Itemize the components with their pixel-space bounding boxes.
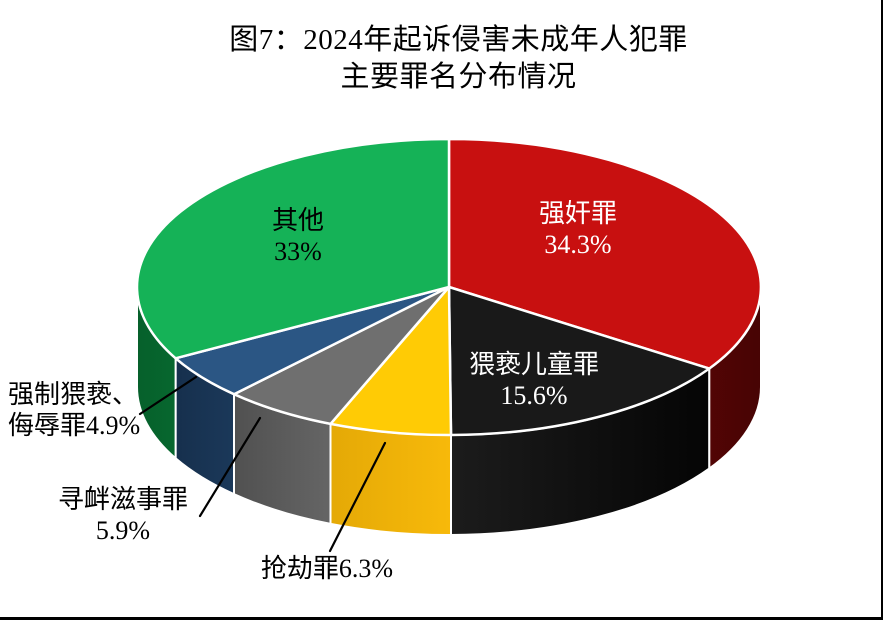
slice-label-child-molestation-name: 猥亵儿童罪 xyxy=(468,350,599,379)
slice-label-other-name: 其他 xyxy=(271,206,324,235)
chart-title-line1: 图7：2024年起诉侵害未成年人犯罪 xyxy=(229,24,688,56)
slice-label-picking-quarrels-percent: 5.9% xyxy=(95,516,151,545)
leader-line-1 xyxy=(198,416,262,518)
slice-label-child-molestation: 猥亵儿童罪 15.6% xyxy=(434,349,634,411)
slice-label-rape-name: 强奸罪 xyxy=(538,199,617,228)
slice-label-forcible-indecency: 强制猥亵、 侮辱罪4.9% xyxy=(8,379,140,441)
slice-label-picking-quarrels: 寻衅滋事罪 5.9% xyxy=(23,484,223,546)
leader-line-0 xyxy=(138,375,198,416)
chart-title-line2: 主要罪名分布情况 xyxy=(340,61,577,93)
slice-label-forcible-indecency-line1: 强制猥亵、 xyxy=(8,380,139,409)
chart-title: 图7：2024年起诉侵害未成年人犯罪 主要罪名分布情况 xyxy=(18,22,881,96)
pie-side-抢劫罪 xyxy=(329,422,452,537)
slice-label-other-percent: 33% xyxy=(274,237,322,266)
slice-label-forcible-indecency-line2: 侮辱罪4.9% xyxy=(8,411,141,440)
leader-line-2 xyxy=(328,441,387,553)
pie-slice-其他 xyxy=(135,137,451,360)
pie-slice-抢劫罪 xyxy=(329,285,453,437)
slice-label-robbery-text: 抢劫罪6.3% xyxy=(260,554,394,583)
slice-label-robbery: 抢劫罪6.3% xyxy=(227,553,427,584)
pie-slice-猥亵儿童罪 xyxy=(447,285,711,437)
slice-label-child-molestation-percent: 15.6% xyxy=(500,381,568,410)
slice-label-rape: 强奸罪 34.3% xyxy=(478,198,678,260)
slice-label-other: 其他 33% xyxy=(198,205,398,267)
slice-label-picking-quarrels-name: 寻衅滋事罪 xyxy=(57,485,188,514)
slice-label-rape-percent: 34.3% xyxy=(544,230,612,259)
